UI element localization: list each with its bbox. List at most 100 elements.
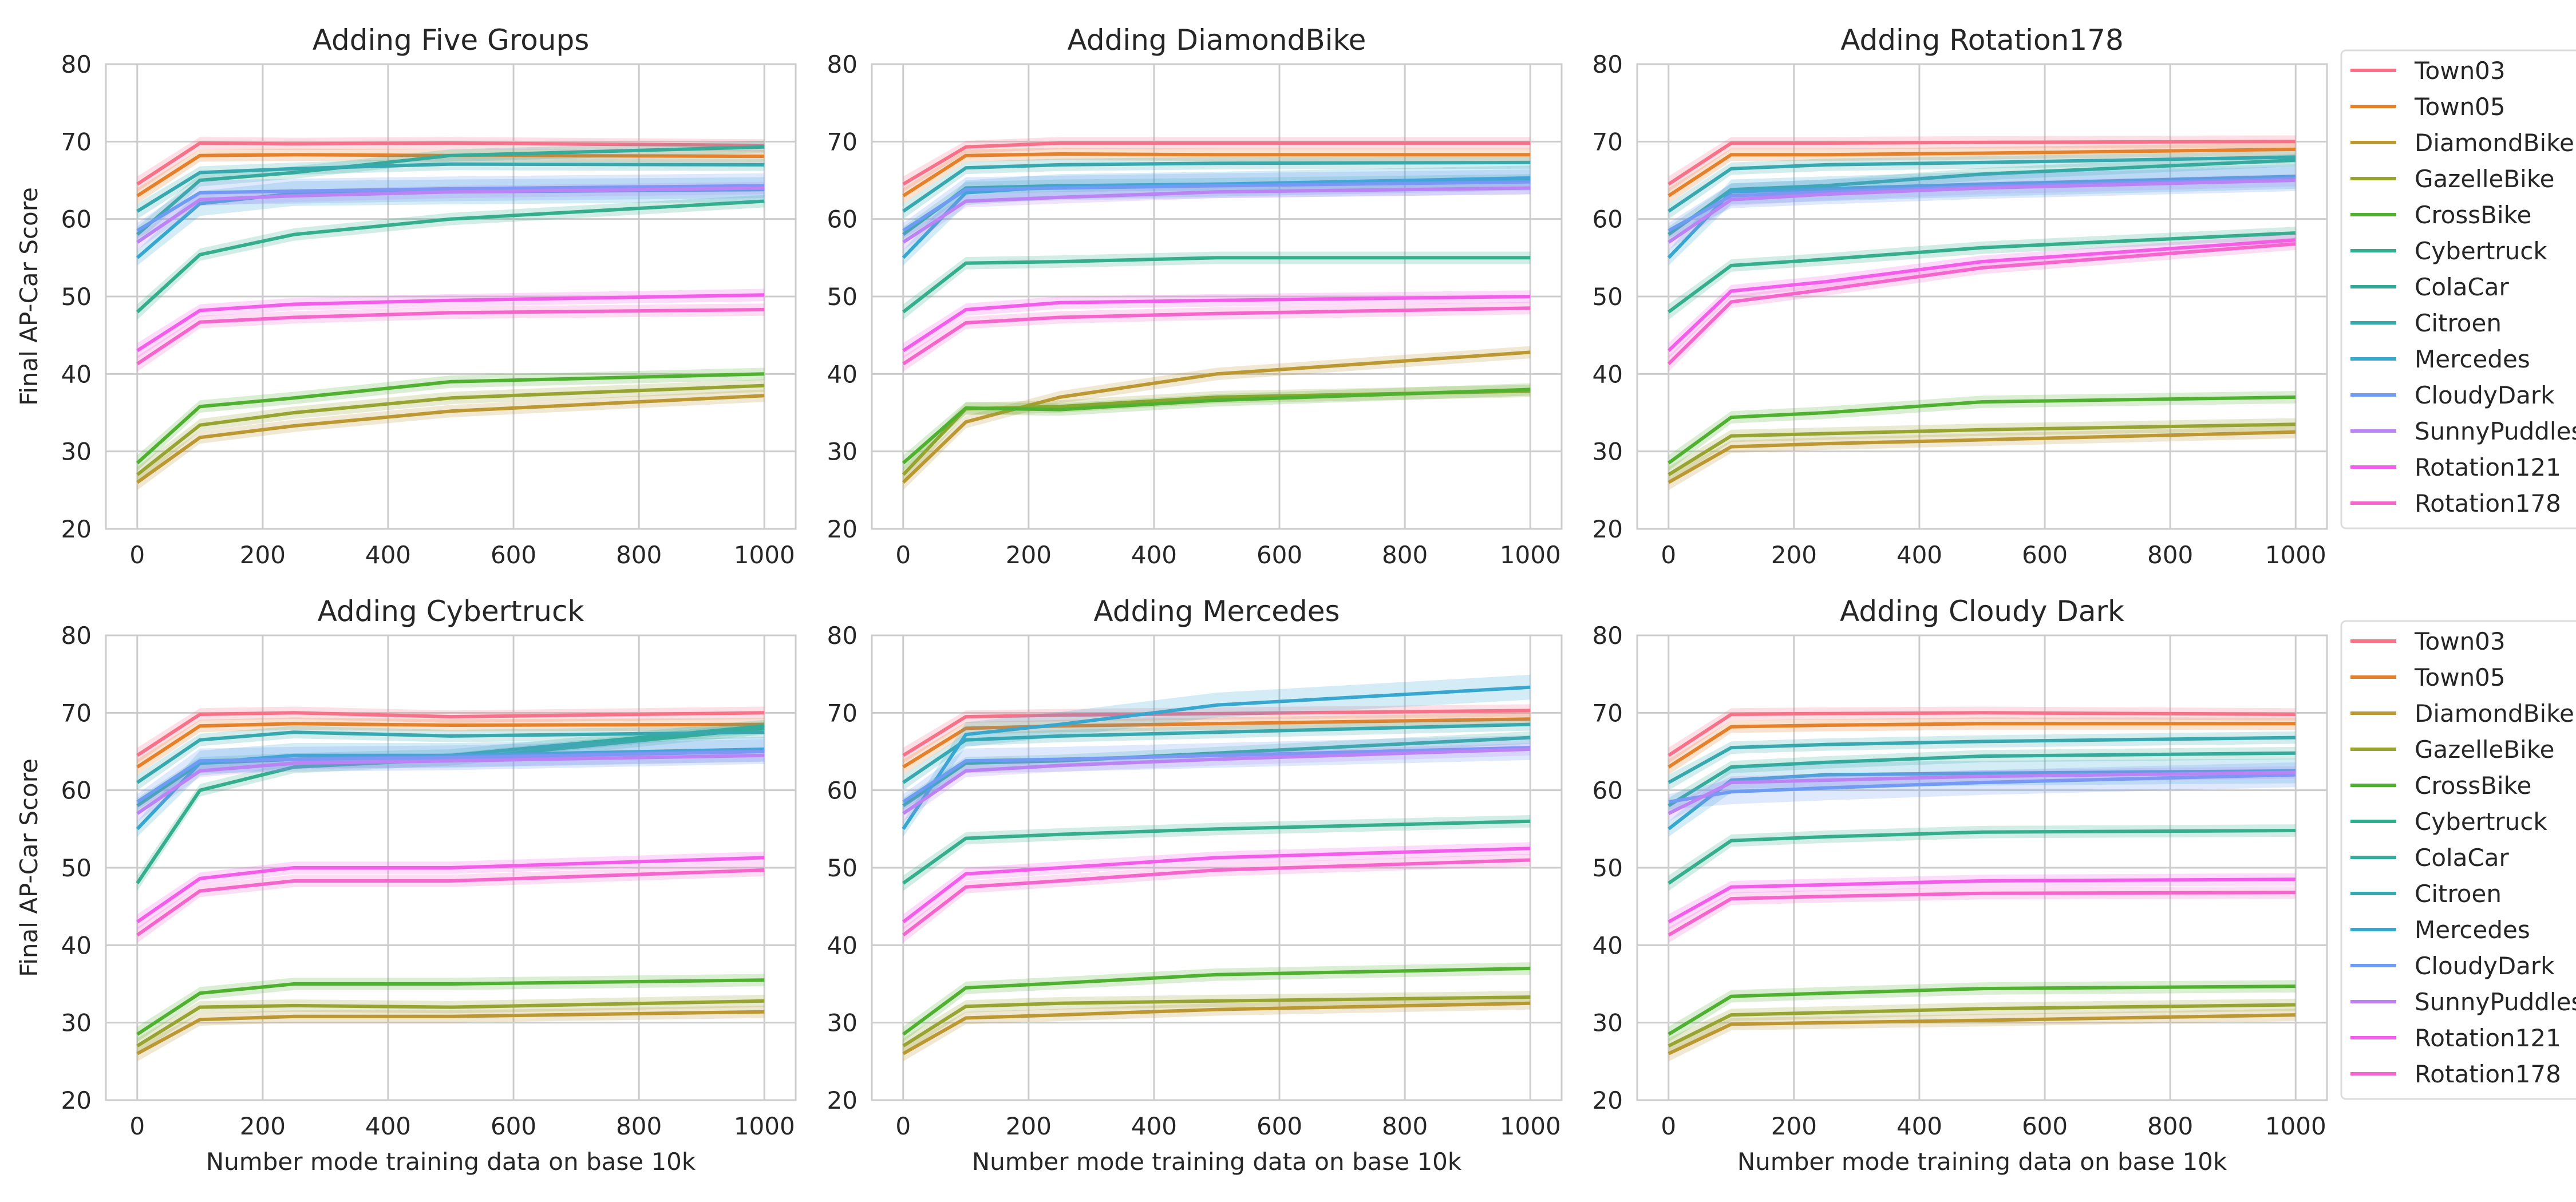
legend-label-crossbike: CrossBike	[2415, 201, 2531, 229]
line-mercedes	[902, 685, 1531, 830]
x-tick-label: 800	[1382, 541, 1428, 569]
line-town05	[1668, 147, 2296, 197]
y-tick-label: 30	[1593, 1009, 1623, 1037]
x-tick-label: 0	[129, 541, 145, 569]
line-rotation121	[1668, 877, 2296, 924]
legend-label-crossbike: CrossBike	[2415, 772, 2531, 800]
legend-label-town03: Town03	[2414, 57, 2506, 85]
line-town03	[136, 711, 765, 757]
axes-frame	[105, 63, 797, 530]
subplot-adding-cybertruck: 0 200 400 600 800 1000 20 30 40 50 60 70 80 Adding Cy…	[15, 595, 797, 1176]
y-tick-label: 30	[827, 1009, 858, 1037]
line-colacar	[1668, 751, 2296, 808]
line-town03	[1668, 711, 2296, 757]
band-mercedes	[137, 177, 765, 266]
y-tick-label: 60	[61, 205, 92, 234]
axes-frame	[871, 634, 1563, 1101]
band-rotation121	[1668, 234, 2296, 359]
legend-label-town05: Town05	[2414, 93, 2506, 121]
legend-label-cybertruck: Cybertruck	[2415, 808, 2547, 836]
x-tick-label: 1000	[734, 1112, 795, 1140]
y-tick-label: 80	[1593, 50, 1623, 78]
band-rotation178	[1668, 238, 2296, 372]
legend-label-rotation121: Rotation121	[2415, 453, 2561, 481]
x-axis-label: Number mode training data on base 10k	[972, 1148, 1462, 1176]
line-rotation121	[1667, 238, 2296, 352]
legend-label-cloudydark: CloudyDark	[2415, 381, 2555, 409]
subplot-title: Adding Rotation178	[1840, 23, 2124, 57]
band-crossbike	[1668, 391, 2296, 471]
y-tick-label: 20	[1593, 1086, 1623, 1114]
band-rotation178	[137, 303, 765, 372]
y-axis-label: Final AP-Car Score	[15, 187, 43, 406]
axes-frame	[1636, 634, 2328, 1101]
y-tick-label: 80	[827, 622, 858, 650]
y-tick-label: 80	[61, 622, 92, 650]
line-diamondbike	[1668, 1013, 2296, 1055]
x-tick-label: 0	[129, 1112, 145, 1140]
line-citroen	[136, 730, 765, 784]
y-tick-label: 80	[61, 50, 92, 78]
y-tick-label: 50	[1593, 283, 1623, 311]
legend-label-gazellebike: GazelleBike	[2415, 165, 2555, 193]
subplot-adding-mercedes: 0 200 400 600 800 1000 20 30 40 50 60 70 80 Adding Me…	[827, 595, 1563, 1176]
legend-label-town05: Town05	[2414, 663, 2506, 691]
y-tick-label: 50	[1593, 854, 1623, 882]
line-sunnypuddles	[1668, 179, 2296, 244]
line-sunnypuddles	[902, 747, 1531, 815]
legend-frame	[2340, 49, 2576, 529]
y-tick-label: 60	[827, 777, 858, 805]
subplot-adding-cloudy-dark: 0 200 400 600 800 1000 20 30 40 50 60 70 80 Adding Cl…	[1593, 595, 2328, 1176]
line-town05	[136, 722, 765, 769]
legend-label-citroen: Citroen	[2415, 309, 2502, 337]
x-tick-label: 800	[2147, 1112, 2193, 1140]
line-crossbike	[136, 978, 765, 1036]
band-rotation178	[903, 853, 1531, 943]
legend-label-diamondbike: DiamondBike	[2415, 129, 2574, 157]
line-rotation178	[136, 308, 765, 366]
line-cybertruck	[902, 256, 1531, 314]
x-tick-label: 0	[895, 1112, 911, 1140]
y-tick-label: 70	[827, 699, 858, 727]
band-town05	[903, 713, 1531, 775]
line-crossbike	[902, 966, 1531, 1036]
x-tick-label: 0	[895, 541, 911, 569]
line-rotation121	[136, 856, 765, 924]
y-tick-label: 70	[1593, 128, 1623, 156]
line-citroen	[902, 160, 1531, 213]
y-tick-label: 50	[61, 854, 92, 882]
y-tick-label: 70	[1593, 699, 1623, 727]
legend-label-sunnypuddles: SunnyPuddles	[2415, 988, 2576, 1016]
legend-bottom: Town03 Town05 DiamondBike GazelleBike CrossB…	[2340, 620, 2576, 1100]
y-tick-label: 40	[61, 360, 92, 388]
band-rotation178	[137, 864, 765, 943]
band-rotation121	[1668, 873, 2296, 930]
subplot-adding-rotation178: 0 200 400 600 800 1000 20 30 40 50 60 70 80 Adding Ro…	[1593, 23, 2328, 569]
line-sunnypuddles	[902, 186, 1531, 244]
line-crossbike	[1668, 395, 2296, 465]
subplot-title: Adding Cybertruck	[318, 595, 584, 628]
legend-label-town03: Town03	[2414, 627, 2506, 655]
subplot-adding-diamondbike: 0 200 400 600 800 1000 20 30 40 50 60 70 80 Adding Di…	[827, 23, 1563, 569]
legend-label-colacar: ColaCar	[2415, 844, 2509, 872]
band-rotation121	[903, 842, 1531, 930]
band-sunnypuddles	[137, 181, 765, 250]
line-gazellebike	[1668, 1003, 2296, 1047]
legend-label-rotation178: Rotation178	[2415, 489, 2561, 517]
x-tick-label: 800	[616, 1112, 662, 1140]
line-rotation121	[902, 295, 1531, 353]
x-tick-label: 200	[1771, 1112, 1817, 1140]
y-tick-label: 40	[827, 931, 858, 959]
line-sunnypuddles	[136, 186, 765, 244]
y-tick-label: 60	[1593, 205, 1623, 234]
band-colacar	[903, 174, 1531, 243]
axes-frame	[105, 634, 797, 1101]
line-citroen	[1668, 155, 2296, 213]
line-cloudydark	[136, 184, 765, 232]
line-town03	[902, 141, 1531, 186]
legend-label-citroen: Citroen	[2415, 880, 2502, 908]
y-tick-label: 60	[61, 777, 92, 805]
x-tick-label: 600	[1257, 1112, 1302, 1140]
x-tick-label: 800	[616, 541, 662, 569]
legend-label-mercedes: Mercedes	[2415, 345, 2530, 373]
